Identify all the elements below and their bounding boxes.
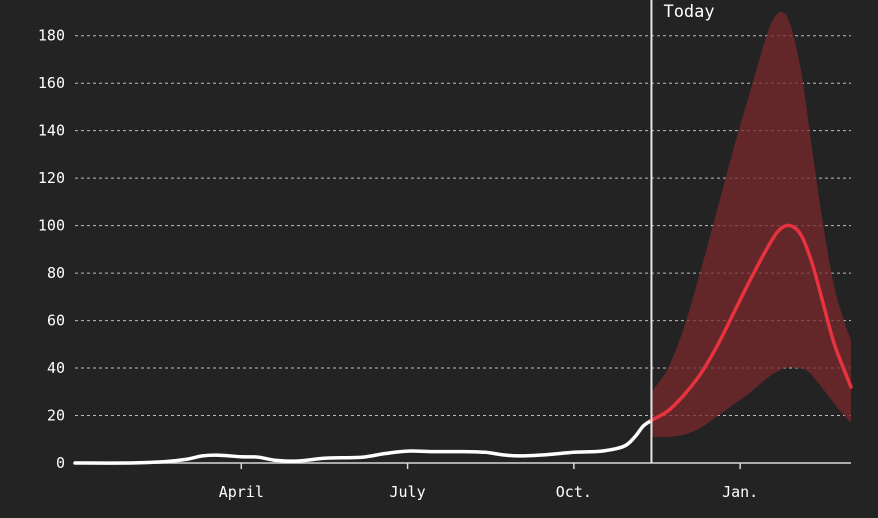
y-tick-label: 0 xyxy=(56,454,65,472)
forecast-confidence-band xyxy=(651,11,851,438)
y-tick-label: 160 xyxy=(38,74,65,92)
forecast-series-line xyxy=(649,223,853,423)
x-axis-ticks: April July Oct. Jan. xyxy=(219,463,758,501)
y-tick-label: 180 xyxy=(38,27,65,45)
x-tick-label: April xyxy=(219,483,264,501)
observed-series-line xyxy=(73,418,654,465)
x-tick-label: Oct. xyxy=(556,483,592,501)
y-tick-label: 140 xyxy=(38,122,65,140)
y-tick-label: 20 xyxy=(47,407,65,425)
y-axis-tick-labels: 0 20 40 60 80 100 120 140 160 180 xyxy=(38,27,65,472)
y-tick-label: 80 xyxy=(47,264,65,282)
y-tick-label: 120 xyxy=(38,169,65,187)
y-tick-label: 40 xyxy=(47,359,65,377)
x-tick-label: July xyxy=(390,483,426,501)
today-label: Today xyxy=(663,2,714,22)
x-tick-label: Jan. xyxy=(722,483,758,501)
y-tick-label: 60 xyxy=(47,312,65,330)
y-tick-label: 100 xyxy=(38,217,65,235)
